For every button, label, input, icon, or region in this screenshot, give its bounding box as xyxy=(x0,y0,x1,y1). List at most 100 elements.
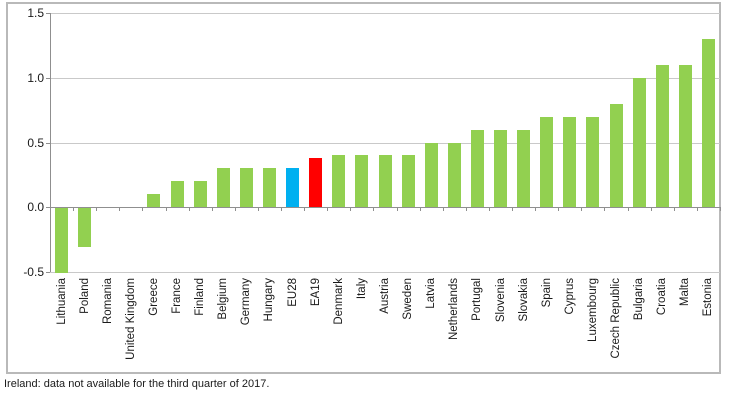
x-axis-tick xyxy=(558,207,560,212)
gridline--0.5 xyxy=(50,272,720,273)
bar-spain xyxy=(540,116,554,208)
x-label-eu28: EU28 xyxy=(286,278,299,307)
bar-estonia xyxy=(701,38,715,208)
y-axis-line xyxy=(50,13,51,272)
bar-poland xyxy=(78,208,92,248)
x-label-ea19: EA19 xyxy=(309,278,322,307)
bar-netherlands xyxy=(447,142,461,208)
gridline-0.0 xyxy=(50,207,720,209)
x-label-romania: Romania xyxy=(101,278,114,325)
bar-greece xyxy=(147,194,161,208)
x-axis-tick xyxy=(73,207,75,212)
x-axis-tick xyxy=(604,207,606,212)
bar-latvia xyxy=(424,142,438,208)
gridline-0.5 xyxy=(50,142,720,144)
x-label-slovakia: Slovakia xyxy=(517,278,530,322)
x-axis-tick xyxy=(535,207,537,212)
bar-slovakia xyxy=(517,129,531,208)
gridline-1.0 xyxy=(50,77,720,79)
x-axis-tick xyxy=(581,207,583,212)
bar-eu28 xyxy=(286,168,300,208)
x-axis-tick xyxy=(304,207,306,212)
bar-luxembourg xyxy=(586,116,600,208)
x-axis-tick xyxy=(327,207,329,212)
bar-malta xyxy=(678,64,692,208)
x-label-italy: Italy xyxy=(355,278,368,300)
x-axis-tick xyxy=(165,207,167,212)
bar-hungary xyxy=(262,168,276,208)
x-axis-tick xyxy=(96,207,98,212)
x-axis-tick xyxy=(350,207,352,212)
y-axis-label-0.0: 0.0 xyxy=(27,200,44,215)
x-axis-tick xyxy=(119,207,121,212)
x-axis-tick xyxy=(720,207,721,212)
bar-finland xyxy=(193,181,207,208)
x-label-finland: Finland xyxy=(194,278,207,316)
bar-bulgaria xyxy=(632,77,646,208)
x-label-malta: Malta xyxy=(679,278,692,307)
x-axis-tick xyxy=(211,207,213,212)
y-axis-label-0.5: 0.5 xyxy=(27,135,44,150)
y-axis-tick-0.0 xyxy=(46,207,50,209)
x-axis-tick xyxy=(673,207,675,212)
x-label-latvia: Latvia xyxy=(425,278,438,309)
bar-lithuania xyxy=(55,208,69,273)
x-label-spain: Spain xyxy=(540,278,553,308)
bar-austria xyxy=(378,155,392,208)
bar-france xyxy=(170,181,184,208)
bar-belgium xyxy=(216,168,230,208)
x-label-hungary: Hungary xyxy=(263,278,276,322)
x-label-netherlands: Netherlands xyxy=(448,278,461,341)
x-label-estonia: Estonia xyxy=(702,278,715,317)
x-axis-tick xyxy=(465,207,467,212)
x-label-portugal: Portugal xyxy=(471,278,484,321)
x-axis-tick xyxy=(627,207,629,212)
bar-sweden xyxy=(401,155,415,208)
bar-denmark xyxy=(332,155,346,208)
x-axis-tick xyxy=(50,207,51,212)
x-axis-tick xyxy=(281,207,283,212)
chart-footnote: Ireland: data not available for the thir… xyxy=(4,378,270,390)
x-axis-tick xyxy=(442,207,444,212)
x-axis-tick xyxy=(419,207,421,212)
x-label-denmark: Denmark xyxy=(332,278,345,325)
x-label-sweden: Sweden xyxy=(402,278,415,320)
bar-ea19 xyxy=(309,158,323,208)
x-axis-tick xyxy=(512,207,514,212)
x-axis-tick xyxy=(396,207,398,212)
x-label-greece: Greece xyxy=(147,278,160,316)
y-axis-label-1.5: 1.5 xyxy=(27,6,44,20)
x-axis-tick xyxy=(650,207,652,212)
bar-cyprus xyxy=(563,116,577,208)
y-axis-tick--0.5 xyxy=(46,272,50,273)
y-axis-label-1.0: 1.0 xyxy=(27,70,44,85)
x-label-united-kingdom: United Kingdom xyxy=(124,278,137,360)
bar-germany xyxy=(239,168,253,208)
y-axis-tick-1.0 xyxy=(46,77,50,79)
y-axis-label--0.5: -0.5 xyxy=(23,265,44,279)
x-label-luxembourg: Luxembourg xyxy=(586,278,599,342)
x-label-germany: Germany xyxy=(240,278,253,326)
x-axis-tick xyxy=(257,207,259,212)
x-label-poland: Poland xyxy=(78,278,91,314)
x-label-bulgaria: Bulgaria xyxy=(633,278,646,321)
x-label-france: France xyxy=(171,278,184,314)
x-label-lithuania: Lithuania xyxy=(55,278,68,325)
bar-portugal xyxy=(470,129,484,208)
bar-slovenia xyxy=(494,129,508,208)
x-label-cyprus: Cyprus xyxy=(563,278,576,315)
bar-czech-republic xyxy=(609,103,623,208)
x-label-czech-republic: Czech Republic xyxy=(610,278,623,359)
x-label-croatia: Croatia xyxy=(656,278,669,316)
x-label-austria: Austria xyxy=(379,278,391,314)
x-axis-tick xyxy=(234,207,236,212)
bar-italy xyxy=(355,155,369,208)
x-label-belgium: Belgium xyxy=(217,278,230,320)
x-axis-tick xyxy=(142,207,144,212)
y-axis-tick-1.5 xyxy=(46,13,50,14)
x-axis-tick xyxy=(188,207,190,212)
x-axis-tick xyxy=(696,207,698,212)
y-axis-tick-0.5 xyxy=(46,142,50,144)
x-label-slovenia: Slovenia xyxy=(494,278,507,323)
